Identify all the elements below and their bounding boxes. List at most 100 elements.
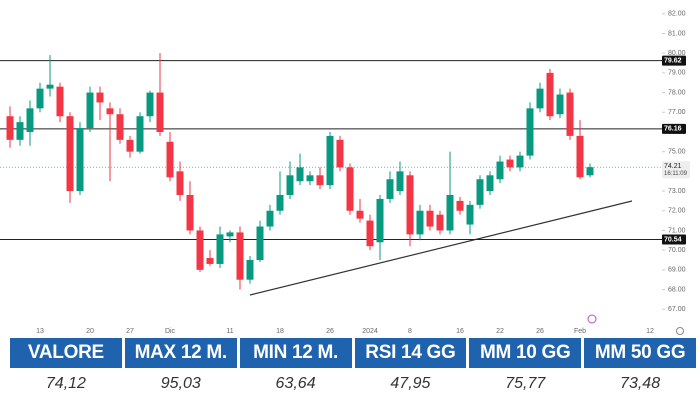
x-tick-label: 26	[326, 328, 334, 335]
candle-body	[326, 135, 334, 186]
candle-body	[376, 198, 384, 243]
x-tick-label: Feb	[574, 328, 586, 335]
stats-table: VALORE MAX 12 M. MIN 12 M. RSI 14 GG MM 10 G…	[10, 338, 696, 398]
x-tick-label: 27	[126, 328, 134, 335]
candle-body	[76, 128, 84, 192]
table-value: 63,64	[275, 375, 316, 392]
candle-body	[516, 155, 524, 168]
candle-body	[426, 210, 434, 227]
candle-body	[556, 94, 564, 115]
candle-body	[466, 204, 474, 225]
candle-body	[436, 214, 444, 231]
table-value: 95,03	[160, 375, 201, 392]
y-tick-label: 79.00	[668, 70, 686, 77]
candle-body	[146, 92, 154, 117]
candle-body	[566, 92, 574, 136]
settings-icon	[676, 327, 684, 335]
candle-body	[386, 179, 394, 199]
table-header: RSI 14 GG	[354, 338, 467, 368]
candle-body	[486, 175, 494, 192]
candle-body	[66, 116, 74, 192]
last-price-tag	[662, 161, 690, 179]
table-value: 75,77	[505, 375, 546, 392]
y-tick-label: 72.00	[668, 208, 686, 215]
x-tick-label: 13	[36, 328, 44, 335]
candle-body	[586, 167, 594, 176]
candle-body	[56, 86, 64, 117]
y-tick-label: 70.00	[668, 247, 686, 254]
table-value: 47,95	[390, 375, 431, 392]
table-value: 73,48	[620, 375, 661, 392]
y-tick-label: 81.00	[668, 30, 686, 37]
candle-body	[476, 179, 484, 205]
y-tick-label: 73.00	[668, 188, 686, 195]
candle-body	[116, 114, 124, 140]
candle-body	[206, 258, 214, 264]
candle-body	[36, 88, 44, 109]
last-time-label: 16:11:09	[664, 171, 688, 177]
table-header: VALORE	[10, 338, 122, 368]
candle-body	[216, 234, 224, 264]
level-label: 70.54	[664, 236, 682, 243]
y-tick-label: 80.00	[668, 50, 686, 57]
y-tick-label: 69.00	[668, 267, 686, 274]
y-tick-label: 82.00	[668, 11, 686, 18]
candle-body	[276, 195, 284, 211]
y-tick-label: 67.00	[668, 306, 686, 313]
candle-body	[176, 171, 184, 195]
candle-body	[506, 159, 514, 168]
level-tag	[662, 55, 686, 66]
trend-line	[249, 200, 633, 296]
x-tick-label: 18	[276, 328, 284, 335]
level-tag	[662, 234, 686, 245]
candle-body	[196, 230, 204, 270]
candle-body	[186, 195, 194, 231]
candle-body	[406, 175, 414, 235]
table-value: 74,12	[45, 375, 86, 392]
event-icon	[587, 314, 597, 324]
candle-body	[246, 260, 254, 280]
candle-body	[226, 232, 234, 237]
candle-body	[316, 175, 324, 186]
x-tick-label: 8	[408, 328, 412, 335]
y-tick-label: 68.00	[668, 286, 686, 293]
candle-body	[526, 108, 534, 156]
candle-body	[166, 141, 174, 178]
candle-body	[456, 200, 464, 211]
candle-body	[356, 210, 364, 219]
y-tick-label: 75.00	[668, 149, 686, 156]
candle-body	[236, 232, 244, 280]
level-tag	[662, 123, 686, 134]
candle-body	[446, 195, 454, 231]
candle-body	[536, 88, 544, 109]
candle-body	[46, 84, 54, 89]
candle-body	[96, 92, 104, 103]
candle-body	[416, 210, 424, 235]
table-header: MM 50 GG	[584, 338, 696, 368]
candle-body	[266, 210, 274, 227]
x-tick-label: 11	[226, 328, 233, 335]
candle-body	[6, 116, 14, 140]
candle-body	[296, 167, 304, 182]
candle-body	[496, 161, 504, 180]
candle-body	[346, 167, 354, 211]
x-tick-label: 20	[86, 328, 94, 335]
x-tick-label: 12	[646, 328, 654, 335]
table-header: MAX 12 M.	[124, 338, 237, 368]
y-tick-label: 78.00	[668, 89, 686, 96]
table-header: MM 10 GG	[469, 338, 582, 368]
last-price-label: 74.21	[664, 163, 682, 170]
y-tick-label: 71.00	[668, 227, 686, 234]
candle-body	[126, 139, 134, 152]
candle-body	[336, 139, 344, 168]
level-label: 76.16	[664, 126, 682, 133]
candle-body	[576, 135, 584, 178]
x-tick-label: 16	[456, 328, 464, 335]
candle-body	[86, 92, 94, 129]
candle-body	[546, 72, 554, 117]
level-label: 79.62	[664, 58, 682, 65]
x-tick-label: 26	[536, 328, 544, 335]
candle-body	[306, 175, 314, 182]
x-tick-label: Dic	[165, 328, 176, 335]
